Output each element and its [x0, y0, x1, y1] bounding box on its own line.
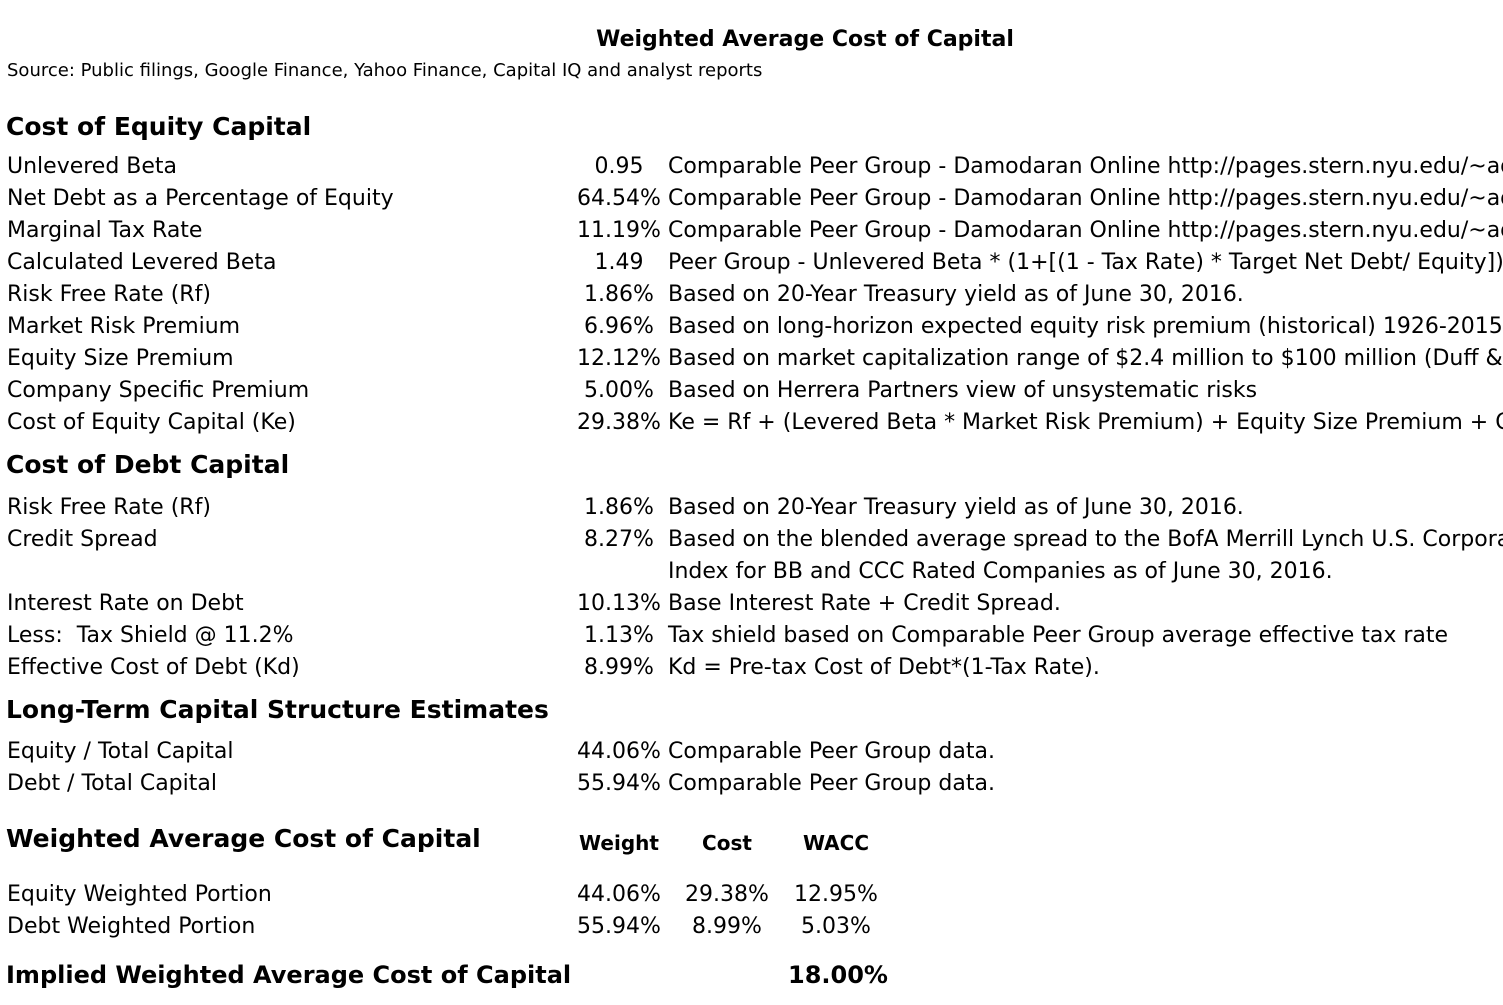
row-label: Interest Rate on Debt: [7, 591, 244, 616]
row-note: Ke = Rf + (Levered Beta * Market Risk Pr…: [668, 410, 1503, 435]
row-value: 5.00%: [584, 378, 654, 403]
row-note: Comparable Peer Group data.: [668, 739, 995, 764]
row-value: 1.13%: [584, 623, 654, 648]
row-label: Debt / Total Capital: [7, 771, 217, 796]
row-label: Calculated Levered Beta: [7, 250, 277, 275]
column-header-wacc: WACC: [803, 831, 869, 855]
row-value: 10.13%: [577, 591, 661, 616]
row-value: 29.38%: [577, 410, 661, 435]
row-value: 1.49: [594, 250, 644, 275]
row-note: Comparable Peer Group - Damodaran Online…: [668, 186, 1503, 211]
row-note: Based on 20-Year Treasury yield as of Ju…: [668, 282, 1244, 307]
row-value: 8.27%: [584, 527, 654, 552]
table-row: Interest Rate on Debt 10.13% Base Intere…: [0, 588, 1503, 620]
capital-structure-rows: Equity / Total Capital 44.06% Comparable…: [0, 736, 1503, 800]
row-value: 1.86%: [584, 282, 654, 307]
cost-value: 29.38%: [685, 882, 769, 907]
row-label: Risk Free Rate (Rf): [7, 282, 211, 307]
page-title: Weighted Average Cost of Capital: [596, 27, 1014, 52]
row-value: 12.12%: [577, 346, 661, 371]
row-label: Company Specific Premium: [7, 378, 310, 403]
row-note: Based on long-horizon expected equity ri…: [668, 314, 1503, 339]
table-row: Credit Spread 8.27% Based on the blended…: [0, 524, 1503, 556]
cost-of-equity-rows: Unlevered Beta 0.95 Comparable Peer Grou…: [0, 151, 1503, 439]
row-label: Marginal Tax Rate: [7, 218, 203, 243]
implied-wacc-label: Implied Weighted Average Cost of Capital: [6, 961, 572, 989]
section-heading-cost-of-equity: Cost of Equity Capital: [6, 112, 312, 141]
row-value: 6.96%: [584, 314, 654, 339]
section-heading-wacc: Weighted Average Cost of Capital: [6, 824, 481, 853]
column-header-weight: Weight: [579, 831, 659, 855]
row-note: Comparable Peer Group - Damodaran Online…: [668, 218, 1503, 243]
table-row: Unlevered Beta 0.95 Comparable Peer Grou…: [0, 151, 1503, 183]
row-value: 1.86%: [584, 495, 654, 520]
table-row: Effective Cost of Debt (Kd) 8.99% Kd = P…: [0, 652, 1503, 684]
section-heading-cost-of-debt: Cost of Debt Capital: [6, 450, 290, 479]
row-note: Based on Herrera Partners view of unsyst…: [668, 378, 1258, 403]
row-note: Comparable Peer Group - Damodaran Online…: [668, 154, 1503, 179]
row-label: Cost of Equity Capital (Ke): [7, 410, 296, 435]
row-note: Base Interest Rate + Credit Spread.: [668, 591, 1061, 616]
row-note: Based on the blended average spread to t…: [668, 527, 1503, 552]
wacc-rows: Equity Weighted Portion 44.06% 29.38% 12…: [0, 879, 1503, 943]
row-note: Kd = Pre-tax Cost of Debt*(1-Tax Rate).: [668, 655, 1100, 680]
weight-value: 44.06%: [577, 882, 661, 907]
row-note: Based on market capitalization range of …: [668, 346, 1503, 371]
row-label: Market Risk Premium: [7, 314, 241, 339]
table-row: Risk Free Rate (Rf) 1.86% Based on 20-Ye…: [0, 279, 1503, 311]
row-value: 64.54%: [577, 186, 661, 211]
row-value: 11.19%: [577, 218, 661, 243]
table-row: Net Debt as a Percentage of Equity 64.54…: [0, 183, 1503, 215]
row-label: Equity Size Premium: [7, 346, 234, 371]
row-value: [570, 556, 668, 588]
column-header-cost: Cost: [702, 831, 752, 855]
table-row: Marginal Tax Rate 11.19% Comparable Peer…: [0, 215, 1503, 247]
row-value: 8.99%: [584, 655, 654, 680]
row-note: Comparable Peer Group data.: [668, 771, 995, 796]
weight-value: 55.94%: [577, 914, 661, 939]
wacc-value: 12.95%: [794, 882, 878, 907]
row-note: Peer Group - Unlevered Beta * (1+[(1 - T…: [668, 250, 1503, 275]
row-label: Credit Spread: [7, 527, 158, 552]
table-row: Equity Size Premium 12.12% Based on mark…: [0, 343, 1503, 375]
row-note: Based on 20-Year Treasury yield as of Ju…: [668, 495, 1244, 520]
row-note: Tax shield based on Comparable Peer Grou…: [668, 623, 1449, 648]
row-label: Unlevered Beta: [7, 154, 178, 179]
row-label: Equity / Total Capital: [7, 739, 234, 764]
section-heading-capital-structure: Long-Term Capital Structure Estimates: [6, 695, 549, 724]
wacc-value: 5.03%: [801, 914, 871, 939]
table-row: Debt Weighted Portion 55.94% 8.99% 5.03%: [0, 911, 1503, 943]
row-value: 55.94%: [577, 771, 661, 796]
table-row: Company Specific Premium 5.00% Based on …: [0, 375, 1503, 407]
table-row: Cost of Equity Capital (Ke) 29.38% Ke = …: [0, 407, 1503, 439]
table-row: Risk Free Rate (Rf) 1.86% Based on 20-Ye…: [0, 492, 1503, 524]
row-value: 0.95: [594, 154, 644, 179]
table-row: Debt / Total Capital 55.94% Comparable P…: [0, 768, 1503, 800]
row-note: Index for BB and CCC Rated Companies as …: [668, 559, 1333, 584]
table-row: Equity / Total Capital 44.06% Comparable…: [0, 736, 1503, 768]
table-row: Equity Weighted Portion 44.06% 29.38% 12…: [0, 879, 1503, 911]
row-value: 44.06%: [577, 739, 661, 764]
table-row: Less: Tax Shield @ 11.2% 1.13% Tax shiel…: [0, 620, 1503, 652]
row-label: Equity Weighted Portion: [7, 882, 272, 907]
row-label: Less: Tax Shield @ 11.2%: [7, 623, 294, 648]
implied-wacc-value: 18.00%: [788, 961, 888, 989]
source-note: Source: Public filings, Google Finance, …: [7, 60, 763, 81]
table-row: Market Risk Premium 6.96% Based on long-…: [0, 311, 1503, 343]
row-label: Risk Free Rate (Rf): [7, 495, 211, 520]
row-label: Effective Cost of Debt (Kd): [7, 655, 300, 680]
row-label: Net Debt as a Percentage of Equity: [7, 186, 394, 211]
table-row: Index for BB and CCC Rated Companies as …: [0, 556, 1503, 588]
cost-of-debt-rows: Risk Free Rate (Rf) 1.86% Based on 20-Ye…: [0, 492, 1503, 684]
table-row: Calculated Levered Beta 1.49 Peer Group …: [0, 247, 1503, 279]
row-label: Debt Weighted Portion: [7, 914, 256, 939]
cost-value: 8.99%: [692, 914, 762, 939]
implied-wacc-row: Implied Weighted Average Cost of Capital…: [0, 959, 1503, 991]
